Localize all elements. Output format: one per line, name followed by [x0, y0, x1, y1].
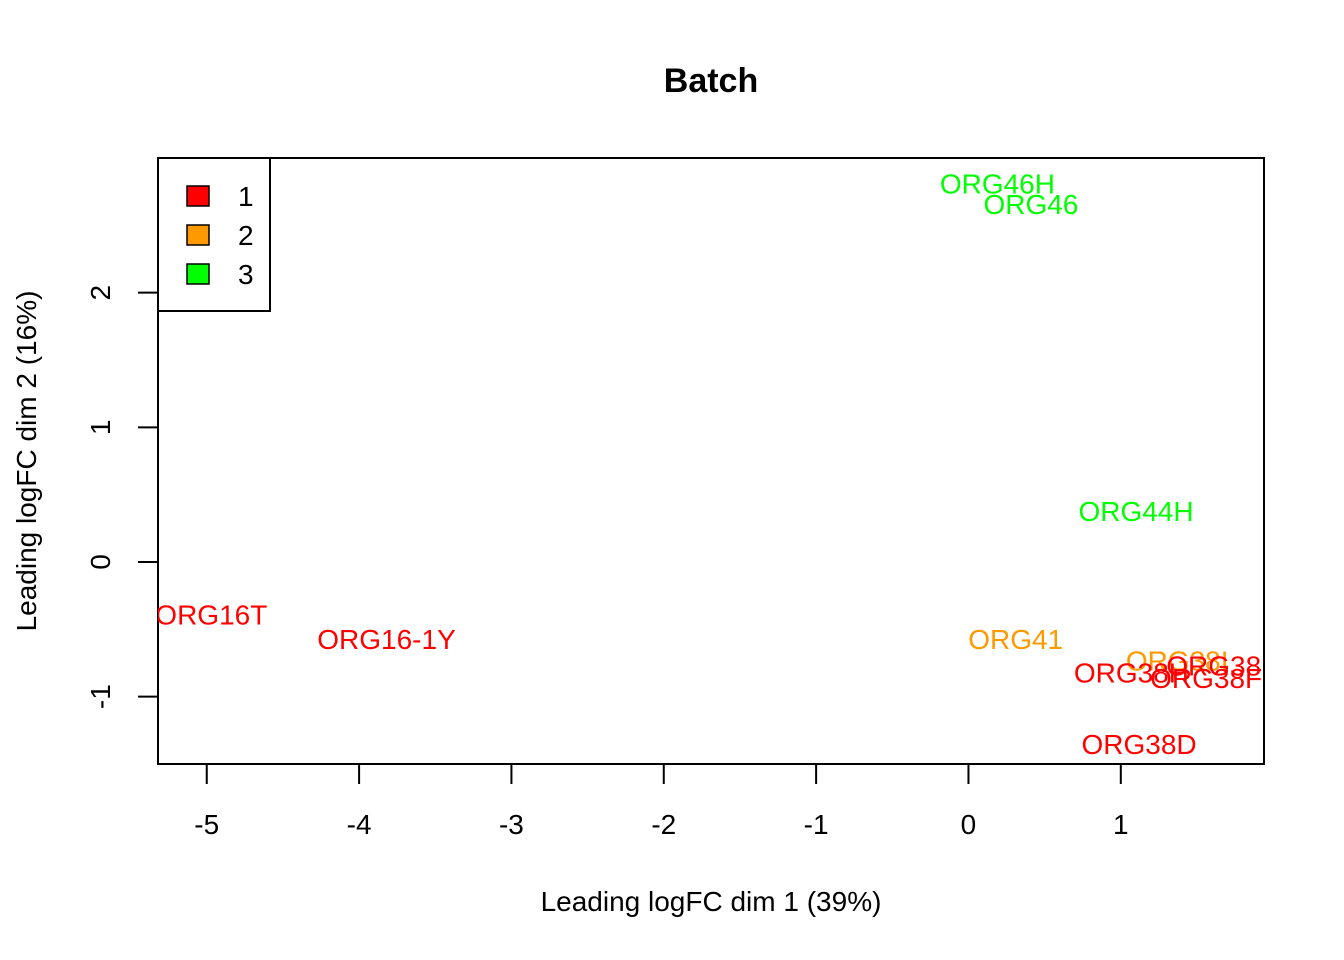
y-tick-label: 1: [85, 420, 116, 436]
point-label: ORG16T: [155, 600, 267, 631]
x-tick-label: 0: [961, 809, 977, 840]
point-label: ORG41: [968, 624, 1063, 655]
point-label: ORG46H: [940, 169, 1055, 200]
legend-box: [157, 157, 271, 312]
point-label: ORG16-1Y: [317, 624, 456, 655]
legend-label: 2: [238, 220, 254, 251]
legend-label: 3: [238, 259, 254, 290]
x-tick-label: -4: [347, 809, 372, 840]
point-label: ORG46: [983, 189, 1078, 220]
point-label: ORG38: [1166, 651, 1261, 682]
legend: 1 2 3: [157, 157, 271, 312]
y-axis: -1 0 1 2: [85, 285, 159, 709]
legend-swatch: [186, 185, 210, 207]
x-tick-label: -2: [651, 809, 676, 840]
chart-title: Batch: [664, 62, 758, 100]
y-tick-label: 0: [85, 554, 116, 570]
x-axis: -5 -4 -3 -2 -1 0 1: [194, 763, 1129, 840]
legend-swatch: [186, 263, 210, 285]
legend-label: 1: [238, 181, 254, 212]
y-tick-label: -1: [85, 684, 116, 709]
y-axis-label: Leading logFC dim 2 (16%): [11, 291, 42, 632]
point-label: ORG38H: [1074, 657, 1189, 688]
x-tick-label: -1: [804, 809, 829, 840]
x-tick-label: -3: [499, 809, 524, 840]
point-label: ORG38F: [1150, 663, 1262, 694]
x-tick-label: 1: [1113, 809, 1129, 840]
y-tick-label: 2: [85, 285, 116, 301]
point-label: ORG38I: [1126, 645, 1229, 676]
x-axis-label: Leading logFC dim 1 (39%): [541, 886, 882, 917]
x-tick-label: -5: [194, 809, 219, 840]
point-label: ORG38D: [1082, 729, 1197, 760]
point-label: ORG44H: [1078, 496, 1193, 527]
legend-swatch: [186, 224, 210, 246]
